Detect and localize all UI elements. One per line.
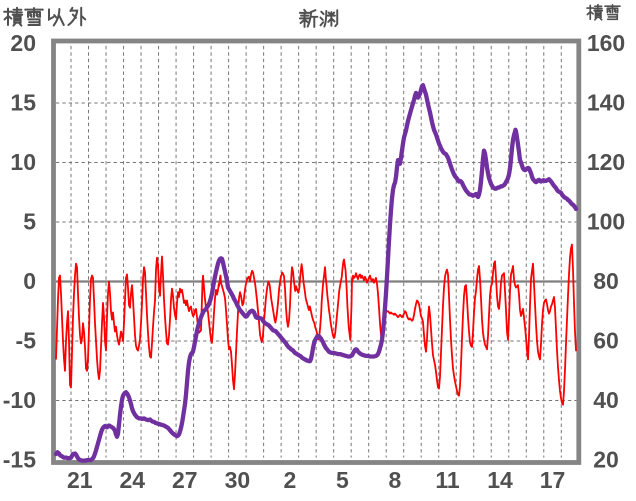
svg-text:8: 8	[389, 467, 402, 493]
svg-text:60: 60	[593, 327, 619, 353]
svg-text:0: 0	[23, 268, 36, 294]
svg-text:10: 10	[10, 149, 36, 175]
svg-text:40: 40	[593, 387, 619, 413]
svg-text:24: 24	[120, 467, 146, 493]
svg-text:100: 100	[587, 208, 625, 234]
svg-text:20: 20	[10, 30, 36, 56]
svg-text:-15: -15	[3, 446, 36, 472]
svg-text:20: 20	[593, 446, 619, 472]
svg-text:160: 160	[587, 30, 625, 56]
svg-text:30: 30	[225, 467, 251, 493]
svg-text:15: 15	[10, 89, 36, 115]
svg-text:11: 11	[435, 467, 460, 493]
svg-text:120: 120	[587, 149, 625, 175]
svg-text:14: 14	[487, 467, 513, 493]
svg-text:-5: -5	[16, 327, 37, 353]
svg-text:5: 5	[336, 467, 349, 493]
svg-text:5: 5	[23, 208, 36, 234]
svg-text:140: 140	[587, 89, 625, 115]
svg-text:27: 27	[172, 467, 198, 493]
svg-text:2: 2	[284, 467, 297, 493]
svg-text:17: 17	[540, 467, 566, 493]
svg-text:80: 80	[593, 268, 619, 294]
svg-text:-10: -10	[3, 387, 36, 413]
svg-text:21: 21	[67, 467, 93, 493]
